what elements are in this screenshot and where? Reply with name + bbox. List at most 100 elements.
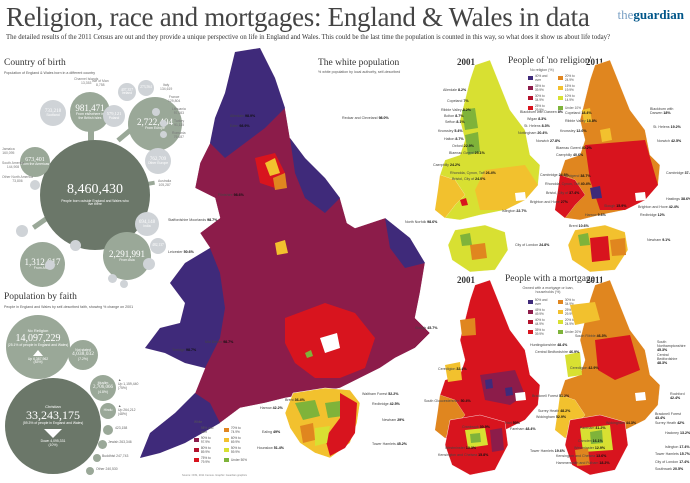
mg2001-label-huntingdonshire: Huntingdonshire 48.4% [530,343,568,347]
small-country-bubble [45,260,55,270]
white-population-subtitle: % white population by local authority, s… [318,70,401,74]
country-label: Romania 79,687 [172,131,186,139]
mg2001-label-kensington: Kensington and Chelsea 15.8% [438,453,489,457]
nr2011-label-newham: Newham 9.1% [647,238,671,242]
total-born-abroad-bubble: 8,460,430 People born outside England an… [40,140,150,250]
mg2011-label-city-of-london: City of London 17.4% [655,460,690,464]
sikh-label: 423,158 [115,426,128,430]
nr2011-label-redbridge: Redbridge 12% [640,213,665,217]
nr2001-label-islington: Islington 22.7% [502,209,527,213]
scotland-bubble: 733,218 Scotland [40,100,66,126]
nr2011-label-brighton: Brighton and Hove 42.4% [638,205,679,209]
nr2001-label-blackburn: Blackburn with Darwen 8% [520,110,563,114]
map-label-waltham-forest: Waltham Forest 52.2% [362,392,399,396]
map-label-torridge: Torridge 98.7% [172,348,197,352]
mg2001-label-hart: Hart 50% [505,421,520,425]
country-label: Australia 105,287 [158,179,172,187]
nr2001-label-nottingham: Nottingham 20.4% [518,131,548,135]
white-population-legend: White 98% and over 70% to 74.9% 90% to 97… [194,420,247,464]
mg2011-label-wokingham: Wokingham 44.3% [606,421,637,425]
no-religion-subtitle: No religion (%) [530,68,554,72]
no-religion-bubble: No Religion 14,097,229 (25.1% of people … [6,315,70,379]
americas-bubble: 673,401 From the Americas [20,147,50,177]
nr2001-label-city-of-london: City of London 24.8% [515,243,550,247]
mg2011-label-surrey-heath: Surrey Heath 42% [655,421,685,425]
nr2001-label-halton: Halton 8.7% [444,137,464,141]
mg2001-label-cranbrook: Cranbrook 30.9% [462,425,490,429]
mg2001-label-surrey-heath: Surrey Heath 48.2% [538,409,571,413]
nr2011-label-brent: Brent 10.6% [569,224,589,228]
faith-title: Population by faith [4,292,77,302]
small-country-bubble [160,120,167,127]
map-label-harrow: Harrow 42.2% [260,406,283,410]
map-label-north-norfolk: North Norfolk 98.6% [405,220,438,224]
mortgage-year-2011: 2011 [586,275,604,285]
mg2011-label-south-ribble: South Ribble 46.3% [575,334,607,338]
white-population-map[interactable] [125,48,445,478]
jewish-label: Jewish 263,346 [108,440,132,444]
map-label-flintshire: Flintshire 98.6% [218,193,244,197]
nr2011-label-hastings: Hastings 38.6% [666,197,690,201]
mortgage-maps[interactable] [430,280,690,483]
stem [88,118,94,160]
country-label: Isle of Man 8,758 [92,79,109,87]
small-country-bubble [152,108,160,116]
mg2001-label-wokingham: Wokingham 52.9% [536,415,567,419]
nr2001-label-bristol: Bristol, City of 24.0% [452,177,486,181]
nr2001-label-allerdale: Allerdale 8.2% [443,88,467,92]
mg2001-label-central-beds: Central Bedfordshire 46.9% [535,350,580,354]
bangladesh-bubble [143,258,155,270]
country-label: Turkey 91,115 [174,119,185,127]
nr2001-label-sefton: Sefton 8.1% [445,120,465,124]
nr2001-label-norwich: Norwich 27.8% [536,139,561,143]
africa-bubble: 1,312,617 From Africa [20,242,65,287]
mg2001-label-ceredigion: Ceredigion 32.4% [438,367,467,371]
country-label: France 129,804 [168,95,181,103]
no-religion-maps[interactable] [430,60,690,275]
mortgage-title: People with a mortgage [505,274,595,284]
mortgage-year-2001: 2001 [457,275,475,285]
india-bubble: 694,148 India [135,212,159,236]
country-label: Italy 134,619 [160,83,173,91]
nr2001-label-brighton: Brighton and Hove 27% [530,200,568,204]
other-europe-bubble: 762,709 Other Europe [145,148,171,174]
nr2011-label-blackburn: Blackburn with Darwen 18% [650,107,674,115]
map-label-mid-devon: Mid Devon 98.7% [205,340,234,344]
page-subtitle: The detailed results of the 2011 Census … [6,34,611,41]
nr2011-label-bridgend: Bridgend 38.7% [565,174,591,178]
mg2011-label-southwark: Southwark 20.5% [655,467,684,471]
guardian-logo[interactable]: theguardian [617,7,684,22]
muslim-change: ▲ Up 1,159,440 (75%) [118,378,139,391]
nr2011-label-bristol: Bristol, City of 37.4% [546,191,580,195]
mg2001-label-tower-hamlets: Tower Hamlets 19.6% [530,449,565,453]
map-label-ealing: Ealing 49% [262,430,281,434]
pakistan-bubble: 482,137 [150,238,166,254]
small-country-bubble [30,180,40,190]
map-label-redbridge: Redbridge 42.5% [372,402,400,406]
footer-credit: Source: ONS, 2011 Census. Graphic: Guard… [182,474,247,477]
nr2001-label-rhondda: Rhondda, Cynon, Taff 26.4% [450,171,496,175]
no-religion-year-2011: 2011 [586,57,604,67]
nr2001-label-bolton: Bolton 8.7% [444,114,464,118]
sikh-bubble [103,425,113,435]
map-label-redcar: Redcar and Cleveland 98.0% [342,116,389,120]
nr2001-label-cambridge: Cambridge 24.6% [540,173,569,177]
mg2011-label-ceredigion: Ceredigion 42.9% [570,366,599,370]
map-label-tower-hamlets: Tower Hamlets 45.2% [372,442,407,446]
nr2011-label-knowsley: Knowsley 12.6% [560,129,587,133]
poland-bubble: 579,121 Poland [103,105,125,127]
no-religion-legend: 40% and over 20% to 24.9% 35% to 39.9% 15%… [528,72,584,112]
other-faith-label: Other 240,530 [96,467,118,471]
nr2001-label-wigan: Wigan 8.3% [527,117,547,121]
nr2011-label-caerphilly: Caerphilly 40.6% [556,153,584,157]
nr2001-label-blaenau-gwent: Blaenau Gwent 25.1% [449,151,485,155]
nr2001-label-ribble-valley: Ribble Valley 8.2% [441,108,471,112]
mg2011-label-kensington: Kensington and Chelsea 13.6% [556,454,607,458]
map-label-hounslow: Hounslow 51.4% [257,446,284,450]
nr2001-label-st-helens: St. Helens 8.3% [524,124,550,128]
mg2011-label-tower-hamlets: Tower Hamlets 15.7% [655,452,690,456]
page-title: Religion, race and mortgages: England & … [6,2,590,32]
christian-bubble: Christian 33,243,175 (59.3% of people in… [5,378,101,474]
ireland-bubble: 407,357 Ireland [118,83,136,101]
mg2011-label-rochford: Rochford 42.4% [670,392,685,400]
